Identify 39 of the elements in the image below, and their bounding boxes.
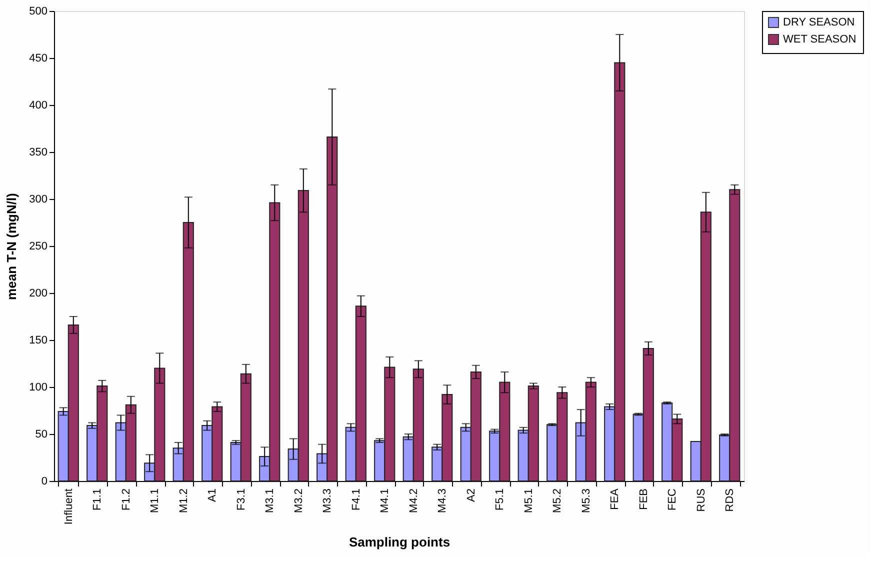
x-tick-label: F1.2: [120, 488, 132, 511]
legend-label: WET SEASON: [783, 34, 856, 46]
x-tick-label: FEC: [666, 488, 679, 510]
x-tick-label: M4.3: [436, 488, 449, 513]
legend-label: DRY SEASON: [783, 16, 855, 28]
x-tick-label: F4.1: [350, 488, 362, 511]
x-tick-label: RUS: [695, 488, 708, 512]
x-tick-label: F5.1: [494, 488, 506, 511]
x-tick-label: M3.2: [292, 488, 305, 513]
x-tick-label: M4.2: [408, 488, 420, 513]
x-tick-label: F1.1: [92, 488, 104, 511]
x-tick-label: FEB: [638, 488, 650, 510]
y-tick-label: 50: [35, 428, 48, 440]
x-tick-label: M5.1: [522, 488, 535, 513]
x-tick-label: Influent: [62, 488, 75, 525]
x-tick-label: M5.2: [552, 488, 564, 513]
y-tick-label: 200: [29, 288, 48, 300]
x-tick-label: M3.1: [264, 488, 276, 513]
y-tick-label: 450: [29, 52, 48, 64]
y-tick-label: 300: [29, 194, 48, 206]
y-tick-label: 400: [29, 100, 48, 112]
x-tick-label: A2: [465, 488, 478, 502]
y-tick-label: 500: [29, 6, 48, 18]
x-tick-label: M4.1: [379, 488, 392, 513]
y-tick-label: 150: [29, 334, 48, 346]
y-tick-label: 350: [29, 146, 48, 158]
y-axis-title: mean T-N (mgN/l): [4, 193, 20, 300]
x-tick-label: F3.1: [235, 488, 248, 511]
x-tick-label: M5.3: [580, 488, 592, 513]
y-tick-label: 100: [29, 382, 48, 394]
x-axis-title: Sampling points: [348, 534, 450, 550]
x-tick-label: RDS: [724, 488, 736, 512]
x-tick-label: M3.3: [322, 488, 334, 513]
x-tick-label: FEA: [609, 488, 622, 510]
y-tick-label: 250: [29, 240, 48, 252]
y-tick-label: 0: [41, 476, 48, 488]
x-tick-label: M1.2: [178, 488, 190, 513]
x-tick-label: A1: [206, 488, 219, 502]
x-tick-label: M1.1: [149, 488, 162, 513]
